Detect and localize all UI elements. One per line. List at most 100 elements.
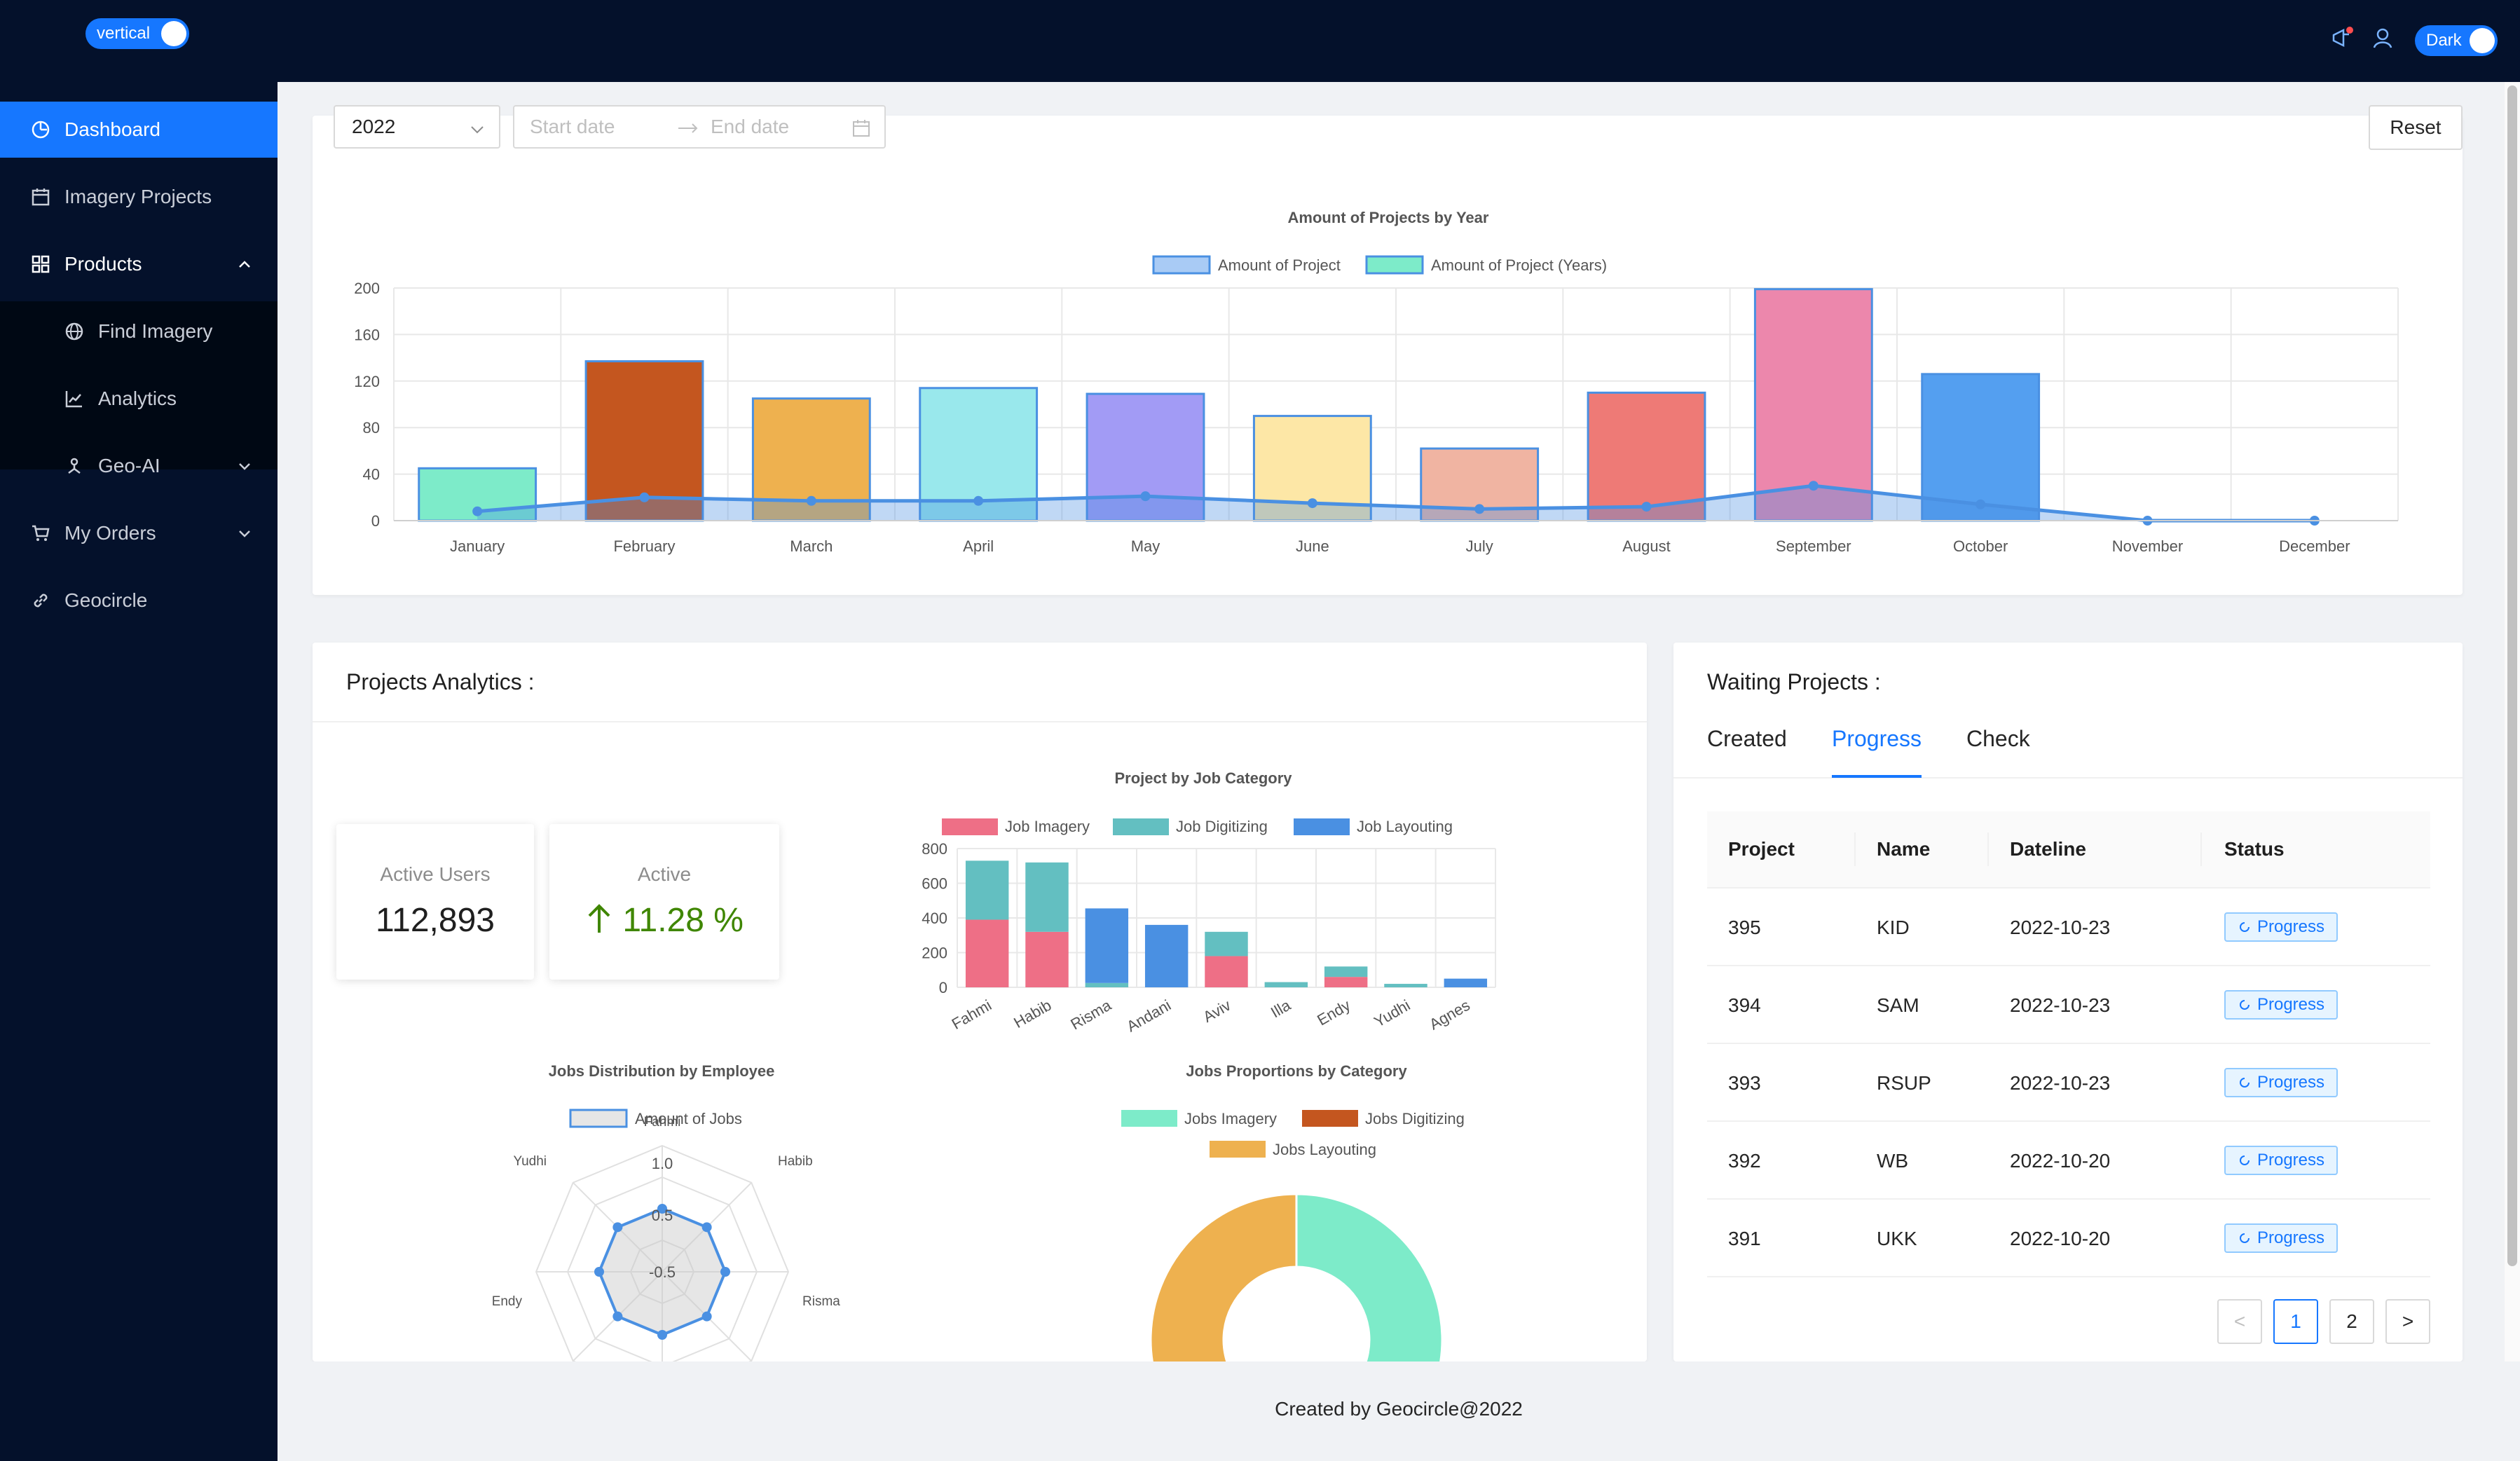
link-icon xyxy=(34,594,48,608)
stacked-bar-segment[interactable] xyxy=(1085,982,1129,987)
y-tick-label: 400 xyxy=(922,910,947,927)
stacked-bar-segment[interactable] xyxy=(1264,982,1308,987)
pie-slice[interactable] xyxy=(1295,1193,1444,1361)
legend-label-jobs-layouting[interactable]: Jobs Layouting xyxy=(1273,1141,1376,1158)
legend-swatch-job-layouting xyxy=(1294,818,1350,835)
user-icon[interactable] xyxy=(2371,27,2394,49)
line-point[interactable] xyxy=(1307,498,1317,509)
x-tick-label: Risma xyxy=(1067,996,1114,1033)
pagination-next-button[interactable]: > xyxy=(2385,1299,2430,1344)
reset-button[interactable]: Reset xyxy=(2369,105,2463,150)
date-range-picker[interactable]: Start date End date xyxy=(513,105,886,149)
stacked-bar-segment[interactable] xyxy=(965,919,1009,987)
cell-dateline: 2022-10-20 xyxy=(2010,1150,2111,1172)
footer: Created by Geocircle@2022 xyxy=(278,1361,2520,1461)
tab-created[interactable]: Created xyxy=(1707,726,1787,751)
legend-label-jobs-imagery[interactable]: Jobs Imagery xyxy=(1184,1110,1277,1127)
sidebar-item-label: Geocircle xyxy=(64,589,148,611)
cell-dateline: 2022-10-23 xyxy=(2010,917,2111,938)
stacked-bar-segment[interactable] xyxy=(1324,966,1368,978)
stacked-bar-segment[interactable] xyxy=(1025,931,1069,987)
x-tick-label: November xyxy=(2112,537,2183,555)
notification-icon[interactable] xyxy=(2331,27,2353,49)
stacked-bar-segment[interactable] xyxy=(965,860,1009,920)
line-point[interactable] xyxy=(1140,491,1151,502)
legend-swatch-amount-of-jobs xyxy=(569,1109,628,1128)
status-badge: Progress xyxy=(2224,1146,2338,1175)
line-point[interactable] xyxy=(973,495,984,506)
projects-analytics-title: Projects Analytics : xyxy=(346,669,535,694)
stacked-bar-segment[interactable] xyxy=(1205,956,1248,987)
legend-swatch-amount-of-project xyxy=(1152,255,1211,275)
radar-point[interactable] xyxy=(657,1330,667,1340)
sidebar-item-label: Imagery Projects xyxy=(64,186,212,207)
radar-point[interactable] xyxy=(612,1311,623,1322)
tab-check[interactable]: Check xyxy=(1966,726,2030,751)
projects-by-year-chart: Amount of Projects by Year Amount of Pro… xyxy=(354,209,2399,555)
line-point[interactable] xyxy=(1975,499,1986,509)
tab-progress[interactable]: Progress xyxy=(1832,726,1922,751)
active-tab-indicator xyxy=(1832,775,1922,778)
stacked-bar-segment[interactable] xyxy=(1444,978,1488,987)
legend-label-amount-of-jobs[interactable]: Amount of Jobs xyxy=(635,1110,742,1127)
sidebar-item-geo-ai[interactable]: Geo-AI xyxy=(0,438,278,494)
radar-axis-label: Endy xyxy=(492,1294,523,1309)
pagination-page-1[interactable]: 1 xyxy=(2273,1299,2318,1344)
y-tick-label: 120 xyxy=(354,373,380,390)
sidebar-item-my-orders[interactable]: My Orders xyxy=(0,505,278,561)
row-divider xyxy=(1707,1120,2430,1122)
radar-point[interactable] xyxy=(594,1267,604,1277)
legend-label-job-digitizing[interactable]: Job Digitizing xyxy=(1176,818,1268,835)
bar[interactable] xyxy=(1587,391,1706,522)
stacked-bar-segment[interactable] xyxy=(1025,862,1069,932)
pie-slice[interactable] xyxy=(1149,1193,1298,1361)
radar-point[interactable] xyxy=(701,1222,712,1233)
y-tick-label: 160 xyxy=(354,326,380,343)
pagination-prev-button[interactable]: < xyxy=(2217,1299,2262,1344)
appstore-icon xyxy=(32,255,50,273)
radar-point[interactable] xyxy=(657,1204,667,1214)
scrollbar-thumb[interactable] xyxy=(2507,85,2517,1266)
column-separator xyxy=(1854,832,1856,866)
sidebar-item-products[interactable]: Products xyxy=(0,236,278,292)
line-point[interactable] xyxy=(1641,502,1652,512)
sidebar-item-imagery-projects[interactable]: Imagery Projects xyxy=(0,169,278,225)
arrow-up-icon xyxy=(588,904,610,933)
x-tick-label: Endy xyxy=(1314,996,1353,1029)
layout-toggle[interactable]: vertical xyxy=(85,18,189,49)
x-tick-label: Agnes xyxy=(1426,996,1473,1034)
theme-toggle[interactable]: Dark xyxy=(2415,25,2498,56)
legend-label-jobs-digitizing[interactable]: Jobs Digitizing xyxy=(1365,1110,1465,1127)
line-point[interactable] xyxy=(472,506,483,516)
sidebar-item-find-imagery[interactable]: Find Imagery xyxy=(0,303,278,359)
radar-point[interactable] xyxy=(612,1222,623,1233)
stacked-bar-segment[interactable] xyxy=(1324,977,1368,987)
theme-toggle-knob xyxy=(2470,28,2495,53)
line-point[interactable] xyxy=(639,492,650,502)
start-date-input[interactable]: Start date xyxy=(530,116,615,137)
stacked-bar-segment[interactable] xyxy=(1205,931,1248,956)
legend-label-amount-of-project[interactable]: Amount of Project xyxy=(1218,256,1341,274)
end-date-input[interactable]: End date xyxy=(711,116,790,137)
legend-label-job-layouting[interactable]: Job Layouting xyxy=(1357,818,1453,835)
legend-label-job-imagery[interactable]: Job Imagery xyxy=(1005,818,1090,835)
stacked-bar-segment[interactable] xyxy=(1085,908,1129,983)
sidebar-item-geocircle[interactable]: Geocircle xyxy=(0,572,278,629)
pagination-page-2[interactable]: 2 xyxy=(2329,1299,2374,1344)
year-select[interactable]: 2022 xyxy=(334,105,500,149)
legend-label-amount-of-project-years[interactable]: Amount of Project (Years) xyxy=(1431,256,1607,274)
chevron-down-icon xyxy=(239,463,250,470)
chart-title: Jobs Proportions by Category xyxy=(1186,1062,1407,1080)
sidebar: Dashboard Imagery Projects Products Find… xyxy=(0,82,278,1461)
sidebar-item-analytics[interactable]: Analytics xyxy=(0,371,278,427)
x-tick-label: Andani xyxy=(1123,996,1174,1036)
sidebar-item-dashboard[interactable]: Dashboard xyxy=(0,102,278,158)
cell-name: RSUP xyxy=(1877,1072,1931,1094)
line-point[interactable] xyxy=(1474,504,1485,514)
radar-point[interactable] xyxy=(701,1311,712,1322)
stacked-bar-segment[interactable] xyxy=(1384,984,1427,987)
line-point[interactable] xyxy=(1808,481,1819,491)
radar-point[interactable] xyxy=(720,1267,730,1277)
stacked-bar-segment[interactable] xyxy=(1144,924,1189,987)
line-point[interactable] xyxy=(806,495,816,506)
